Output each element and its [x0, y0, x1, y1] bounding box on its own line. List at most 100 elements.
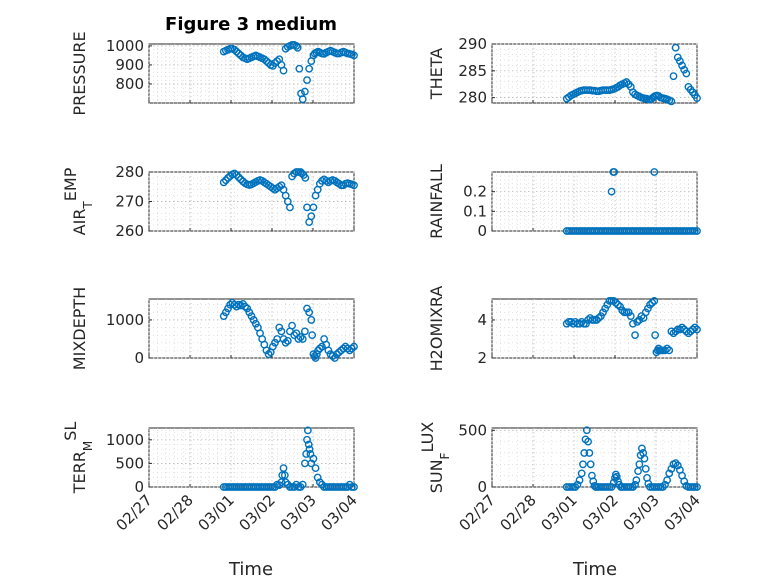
data-point	[333, 350, 341, 359]
y-tick-label: 280	[458, 89, 487, 107]
data-point	[669, 329, 678, 338]
data-point	[682, 69, 691, 78]
y-tick-label: 4	[477, 311, 487, 329]
x-tick-label: 03/04	[661, 491, 704, 534]
data-point	[586, 460, 595, 469]
data-point	[304, 440, 313, 449]
data-point	[631, 331, 639, 340]
data-point	[281, 338, 290, 347]
data-point	[262, 57, 271, 66]
y-tick-label: 800	[115, 75, 144, 93]
x-tick-label: 03/02	[236, 491, 279, 534]
data-point	[221, 308, 230, 317]
data-point	[350, 483, 358, 491]
data-point	[305, 64, 314, 73]
data-point	[640, 454, 649, 463]
subplot-4: 0 0.10.2 RAINFALL	[427, 164, 701, 240]
data-point	[277, 327, 286, 336]
data-point	[629, 319, 637, 328]
data-point	[633, 317, 642, 326]
data-point	[279, 335, 288, 343]
data-point	[298, 95, 307, 104]
y-axis-label: MIXDEPTH	[70, 287, 89, 370]
data-point	[599, 308, 607, 317]
data-point	[311, 464, 320, 473]
data-point	[295, 64, 304, 73]
data-point	[309, 454, 318, 463]
y-tick-label: 0.1	[463, 202, 487, 220]
y-tick-label: 260	[115, 222, 144, 240]
data-point	[280, 471, 289, 480]
data-point	[279, 66, 288, 75]
y-tick-label: 270	[115, 193, 144, 211]
y-tick-label: 285	[458, 62, 487, 80]
data-point	[275, 323, 284, 332]
data-point	[234, 173, 243, 182]
data-point	[601, 304, 610, 313]
data-point	[298, 480, 307, 489]
data-point	[631, 480, 639, 489]
figure-title: Figure 3 medium	[165, 14, 337, 35]
data-point	[667, 97, 676, 106]
y-tick-label: 0	[477, 222, 487, 240]
x-tick-label: 03/01	[538, 491, 581, 534]
data-point	[324, 346, 333, 355]
data-point	[230, 45, 239, 54]
data-point	[303, 426, 312, 435]
x-tick-label: 02/27	[456, 491, 499, 534]
data-point	[624, 308, 633, 317]
y-tick-label: 0	[134, 349, 144, 367]
data-point	[247, 312, 256, 321]
y-axis-label: AIRTEMP	[61, 167, 96, 235]
x-tick-label: 02/27	[113, 491, 156, 534]
data-point	[614, 300, 622, 309]
data-point	[635, 316, 644, 324]
data-point	[616, 302, 625, 311]
data-point	[243, 304, 252, 313]
data-point	[264, 350, 273, 359]
data-point	[277, 181, 286, 190]
data-point	[592, 316, 601, 324]
data-point	[262, 346, 271, 355]
data-point	[245, 308, 254, 317]
data-point	[641, 308, 650, 317]
subplot-3: 260 270 280 AIRTEMP	[61, 163, 358, 240]
data-point	[347, 344, 356, 353]
data-point	[335, 348, 343, 357]
data-point	[307, 316, 316, 324]
data-point	[234, 49, 243, 58]
data-point	[580, 449, 589, 457]
data-point	[303, 304, 311, 313]
data-point	[301, 173, 310, 182]
data-point	[251, 319, 260, 328]
data-point	[638, 444, 646, 453]
data-point	[311, 354, 320, 362]
data-point	[610, 168, 619, 176]
data-point	[665, 346, 674, 355]
data-point	[232, 47, 241, 56]
data-point	[661, 346, 669, 355]
data-point	[611, 298, 620, 307]
data-point	[680, 477, 689, 486]
data-point	[350, 51, 358, 60]
data-point	[308, 331, 317, 340]
data-point	[286, 203, 294, 212]
data-point	[661, 480, 669, 489]
data-point	[582, 319, 590, 328]
data-point	[307, 212, 316, 221]
y-tick-label: 280	[115, 163, 144, 181]
y-tick-label: 1000	[106, 431, 144, 449]
y-tick-label: 500	[115, 454, 144, 472]
data-point	[650, 168, 659, 176]
data-point	[693, 325, 701, 334]
y-axis-label: THETA	[427, 48, 446, 100]
data-point	[632, 476, 641, 485]
y-axis-label: H2OMIXRA	[427, 286, 446, 372]
y-tick-label: 0	[134, 478, 144, 496]
data-point	[260, 55, 269, 64]
data-point	[305, 445, 314, 454]
data-point	[219, 312, 228, 321]
